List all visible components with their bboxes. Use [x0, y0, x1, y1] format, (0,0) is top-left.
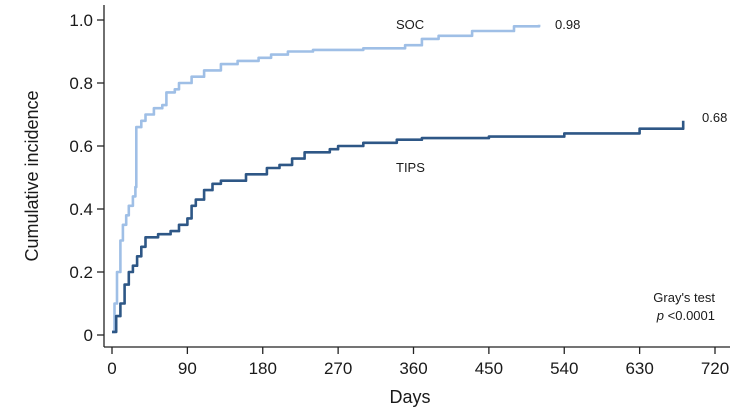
plot-area: 0 0.2 0.4 0.6 0.8 1.0 0 90 180 270 360 450 540 630 72…	[69, 5, 730, 378]
end-value-soc: 0.98	[555, 17, 580, 32]
y-tick-label: 0.4	[69, 200, 93, 219]
x-axis-title: Days	[389, 387, 430, 407]
x-tick-label: 630	[625, 359, 653, 378]
y-ticks: 0 0.2 0.4 0.6 0.8 1.0	[69, 11, 104, 345]
y-tick-label: 0.8	[69, 74, 93, 93]
series-label-soc: SOC	[396, 17, 424, 32]
annotation-p-symbol: p	[656, 308, 664, 323]
y-tick-label: 0	[84, 326, 93, 345]
series-line-tips	[112, 120, 685, 334]
x-ticks: 0 90 180 270 360 450 540 630 720	[107, 347, 729, 378]
y-tick-label: 1.0	[69, 11, 93, 30]
x-tick-label: 720	[701, 359, 729, 378]
series-lines	[112, 24, 685, 334]
x-tick-label: 360	[399, 359, 427, 378]
annotation-p-value: p <0.0001	[656, 308, 715, 323]
x-tick-label: 450	[475, 359, 503, 378]
end-value-tips: 0.68	[702, 110, 727, 125]
series-line-soc	[112, 24, 541, 334]
grays-test-annotation: Gray's test p <0.0001	[653, 290, 715, 323]
y-axis-title: Cumulative incidence	[22, 90, 42, 261]
annotation-test-name: Gray's test	[653, 290, 715, 305]
x-tick-label: 540	[550, 359, 578, 378]
annotation-p-threshold: <0.0001	[664, 308, 715, 323]
x-tick-label: 270	[324, 359, 352, 378]
x-tick-label: 90	[178, 359, 197, 378]
y-tick-label: 0.6	[69, 137, 93, 156]
x-tick-label: 180	[249, 359, 277, 378]
x-tick-label: 0	[107, 359, 116, 378]
series-label-tips: TIPS	[396, 160, 425, 175]
y-tick-label: 0.2	[69, 263, 93, 282]
